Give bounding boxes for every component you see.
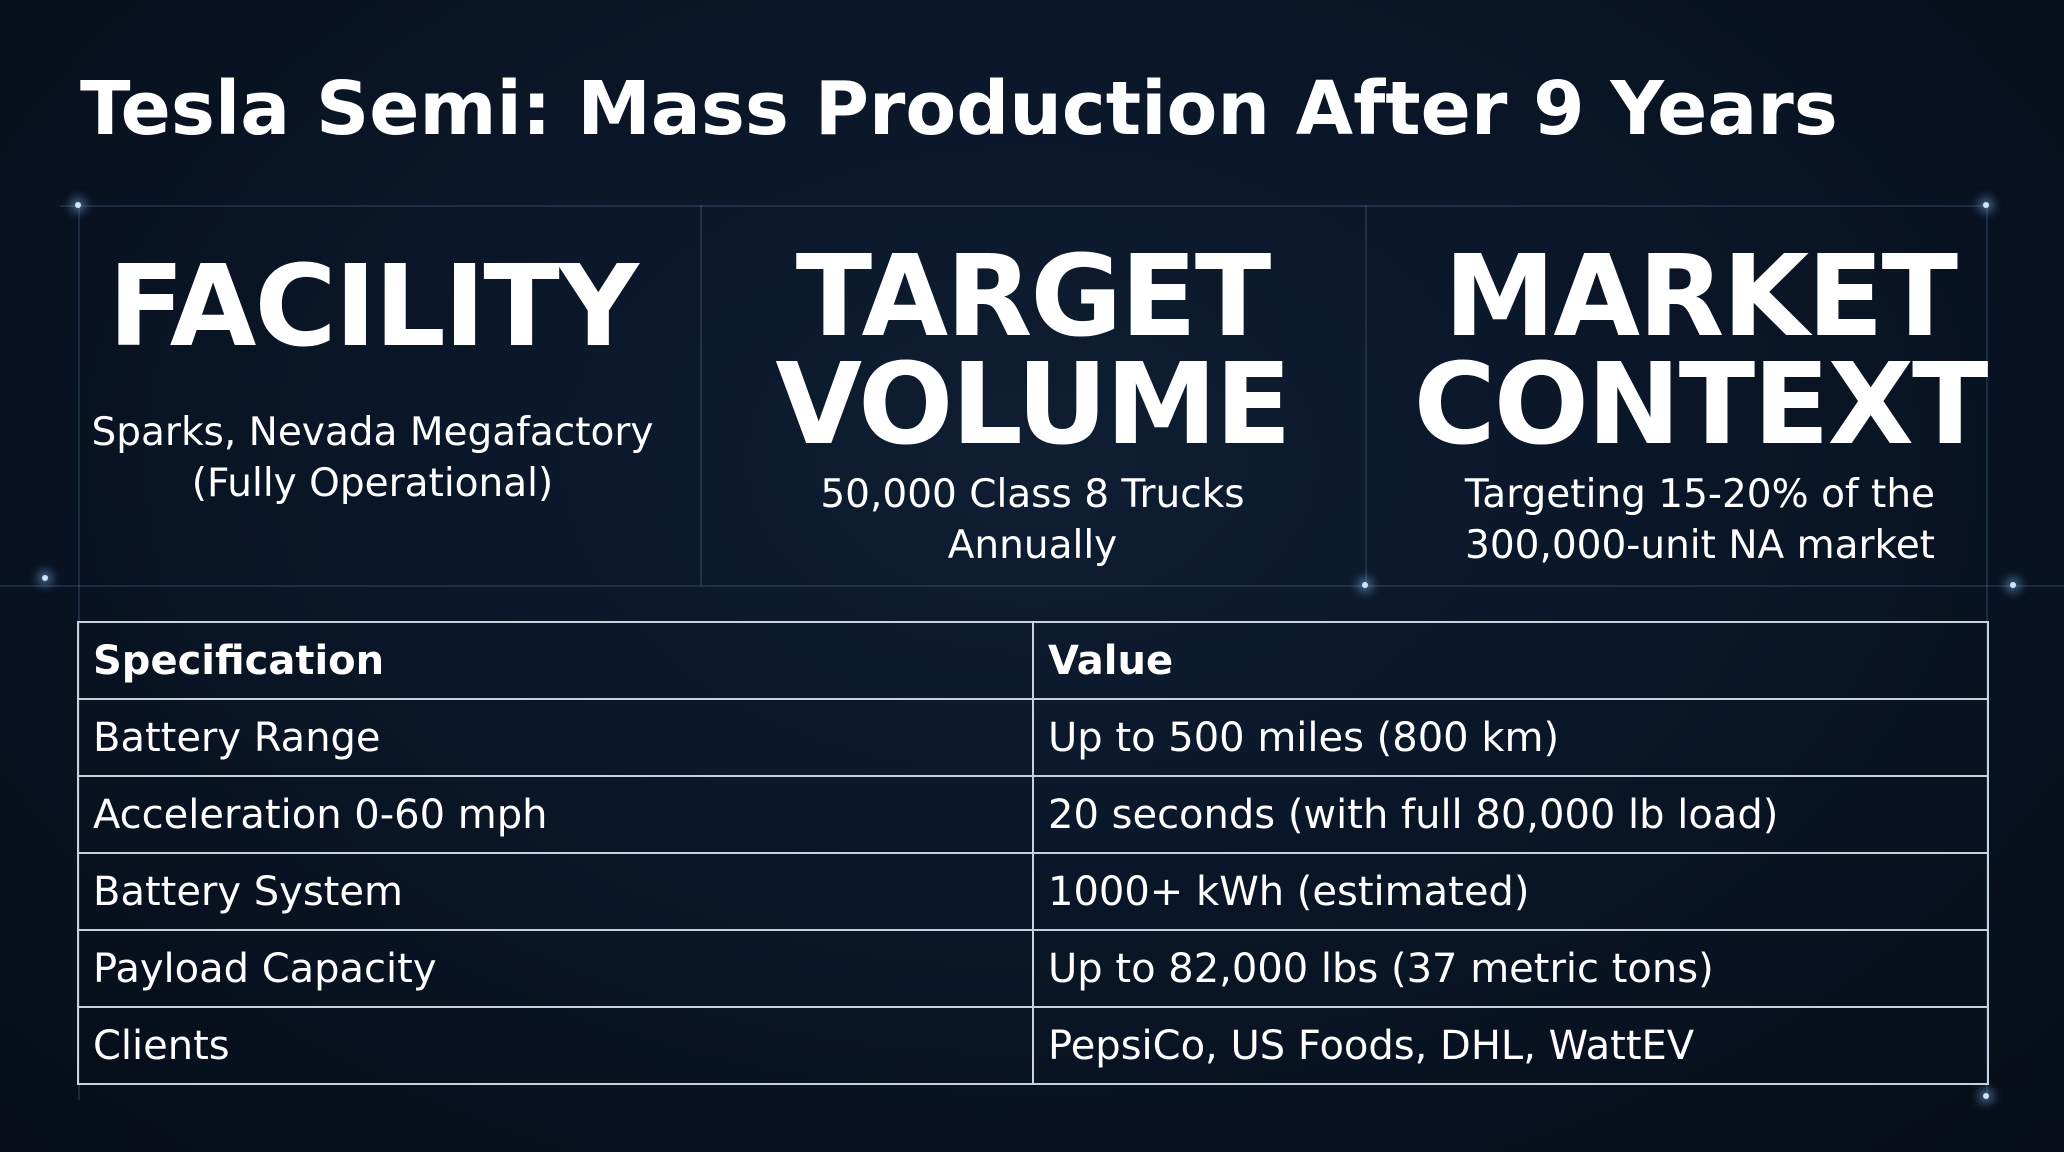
specification-table: Specification Value Battery Range Up to … [77,621,1989,1085]
spec-value-cell: Up to 82,000 lbs (37 metric tons) [1032,929,1989,1008]
spec-value-cell: 20 seconds (with full 80,000 lb load) [1032,775,1989,854]
facility-panel: FACILITY Sparks, Nevada Megafactory (Ful… [80,205,665,585]
grid-line-divider-2 [1365,205,1367,585]
glow-dot [1362,582,1368,588]
table-row: Payload Capacity Up to 82,000 lbs (37 me… [77,929,1989,1008]
panel-description-line: 300,000-unit NA market [1465,523,1935,568]
glow-dot [42,575,48,581]
spec-name-cell: Acceleration 0-60 mph [77,775,1034,854]
panel-heading-line: MARKET [1443,232,1958,362]
glow-dot [1983,202,1989,208]
panel-description-line: Sparks, Nevada Megafactory [91,410,654,455]
panel-description: 50,000 Class 8 Trucks Annually [735,469,1330,571]
spec-value-cell: 1000+ kWh (estimated) [1032,852,1989,931]
spec-value-cell: PepsiCo, US Foods, DHL, WattEV [1032,1006,1989,1085]
glow-dot [75,202,81,208]
grid-line-divider-1 [700,205,702,585]
panel-description: Targeting 15-20% of the 300,000-unit NA … [1400,469,2000,571]
panel-description-line: 50,000 Class 8 Trucks [820,472,1245,517]
spec-name-cell: Battery Range [77,698,1034,777]
panel-heading-line: TARGET [795,232,1271,362]
glow-dot [1983,1093,1989,1099]
panel-heading-line: CONTEXT [1413,340,1989,470]
panel-heading: MARKET CONTEXT [1400,232,2000,470]
table-header-row: Specification Value [77,621,1989,700]
table-row: Clients PepsiCo, US Foods, DHL, WattEV [77,1006,1989,1085]
grid-line-top [60,205,1990,207]
column-header-specification: Specification [77,621,1034,700]
panel-description-line: (Fully Operational) [191,461,554,506]
page-title: Tesla Semi: Mass Production After 9 Year… [80,66,1838,152]
spec-value-cell: Up to 500 miles (800 km) [1032,698,1989,777]
spec-name-cell: Battery System [77,852,1034,931]
panel-description-line: Annually [947,523,1118,568]
spec-name-cell: Clients [77,1006,1034,1085]
panel-heading: TARGET VOLUME [735,232,1330,470]
panel-heading-line: FACILITY [108,242,639,372]
market-context-panel: MARKET CONTEXT Targeting 15-20% of the 3… [1400,205,2000,585]
spec-name-cell: Payload Capacity [77,929,1034,1008]
table-row: Battery Range Up to 500 miles (800 km) [77,698,1989,777]
column-header-value: Value [1032,621,1989,700]
panel-description-line: Targeting 15-20% of the [1464,472,1936,517]
glow-dot [2010,582,2016,588]
panel-heading-line: VOLUME [775,340,1291,470]
table-row: Battery System 1000+ kWh (estimated) [77,852,1989,931]
panel-description: Sparks, Nevada Megafactory (Fully Operat… [80,407,665,509]
table-row: Acceleration 0-60 mph 20 seconds (with f… [77,775,1989,854]
grid-line-middle [0,585,2064,587]
panel-heading: FACILITY [80,251,665,363]
target-volume-panel: TARGET VOLUME 50,000 Class 8 Trucks Annu… [735,205,1330,585]
